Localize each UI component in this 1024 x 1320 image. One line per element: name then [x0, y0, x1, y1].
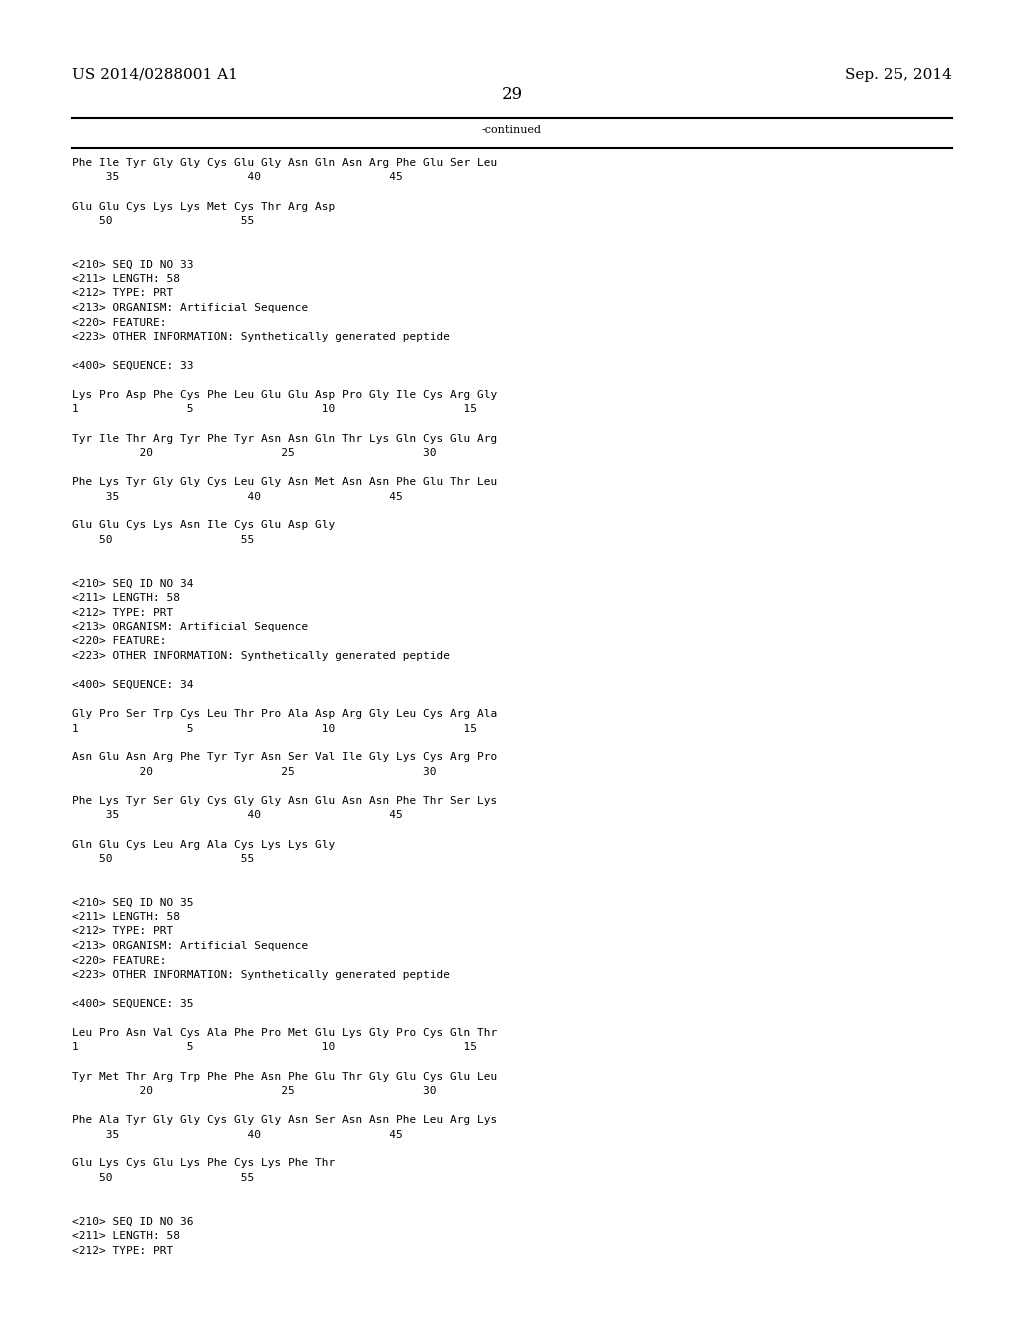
Text: <212> TYPE: PRT: <212> TYPE: PRT [72, 289, 173, 298]
Text: <210> SEQ ID NO 36: <210> SEQ ID NO 36 [72, 1217, 194, 1226]
Text: 50                   55: 50 55 [72, 535, 254, 545]
Text: Tyr Ile Thr Arg Tyr Phe Tyr Asn Asn Gln Thr Lys Gln Cys Glu Arg: Tyr Ile Thr Arg Tyr Phe Tyr Asn Asn Gln … [72, 433, 498, 444]
Text: Phe Ile Tyr Gly Gly Cys Glu Gly Asn Gln Asn Arg Phe Glu Ser Leu: Phe Ile Tyr Gly Gly Cys Glu Gly Asn Gln … [72, 158, 498, 168]
Text: Glu Glu Cys Lys Asn Ile Cys Glu Asp Gly: Glu Glu Cys Lys Asn Ile Cys Glu Asp Gly [72, 520, 335, 531]
Text: Gly Pro Ser Trp Cys Leu Thr Pro Ala Asp Arg Gly Leu Cys Arg Ala: Gly Pro Ser Trp Cys Leu Thr Pro Ala Asp … [72, 709, 498, 719]
Text: <210> SEQ ID NO 35: <210> SEQ ID NO 35 [72, 898, 194, 908]
Text: <213> ORGANISM: Artificial Sequence: <213> ORGANISM: Artificial Sequence [72, 304, 308, 313]
Text: Glu Lys Cys Glu Lys Phe Cys Lys Phe Thr: Glu Lys Cys Glu Lys Phe Cys Lys Phe Thr [72, 1159, 335, 1168]
Text: <220> FEATURE:: <220> FEATURE: [72, 318, 167, 327]
Text: <211> LENGTH: 58: <211> LENGTH: 58 [72, 912, 180, 921]
Text: <212> TYPE: PRT: <212> TYPE: PRT [72, 607, 173, 618]
Text: 1                5                   10                   15: 1 5 10 15 [72, 1043, 477, 1052]
Text: Phe Ala Tyr Gly Gly Cys Gly Gly Asn Ser Asn Asn Phe Leu Arg Lys: Phe Ala Tyr Gly Gly Cys Gly Gly Asn Ser … [72, 1115, 498, 1125]
Text: <210> SEQ ID NO 33: <210> SEQ ID NO 33 [72, 260, 194, 269]
Text: 1                5                   10                   15: 1 5 10 15 [72, 723, 477, 734]
Text: <210> SEQ ID NO 34: <210> SEQ ID NO 34 [72, 578, 194, 589]
Text: Sep. 25, 2014: Sep. 25, 2014 [845, 69, 952, 82]
Text: Leu Pro Asn Val Cys Ala Phe Pro Met Glu Lys Gly Pro Cys Gln Thr: Leu Pro Asn Val Cys Ala Phe Pro Met Glu … [72, 1028, 498, 1038]
Text: <211> LENGTH: 58: <211> LENGTH: 58 [72, 593, 180, 603]
Text: <400> SEQUENCE: 33: <400> SEQUENCE: 33 [72, 360, 194, 371]
Text: Gln Glu Cys Leu Arg Ala Cys Lys Lys Gly: Gln Glu Cys Leu Arg Ala Cys Lys Lys Gly [72, 840, 335, 850]
Text: Glu Glu Cys Lys Lys Met Cys Thr Arg Asp: Glu Glu Cys Lys Lys Met Cys Thr Arg Asp [72, 202, 335, 211]
Text: 20                   25                   30: 20 25 30 [72, 447, 436, 458]
Text: <223> OTHER INFORMATION: Synthetically generated peptide: <223> OTHER INFORMATION: Synthetically g… [72, 970, 450, 979]
Text: 1                5                   10                   15: 1 5 10 15 [72, 404, 477, 414]
Text: Phe Lys Tyr Ser Gly Cys Gly Gly Asn Glu Asn Asn Phe Thr Ser Lys: Phe Lys Tyr Ser Gly Cys Gly Gly Asn Glu … [72, 796, 498, 807]
Text: <212> TYPE: PRT: <212> TYPE: PRT [72, 927, 173, 936]
Text: <213> ORGANISM: Artificial Sequence: <213> ORGANISM: Artificial Sequence [72, 941, 308, 950]
Text: 20                   25                   30: 20 25 30 [72, 1086, 436, 1096]
Text: Asn Glu Asn Arg Phe Tyr Tyr Asn Ser Val Ile Gly Lys Cys Arg Pro: Asn Glu Asn Arg Phe Tyr Tyr Asn Ser Val … [72, 752, 498, 763]
Text: 29: 29 [502, 86, 522, 103]
Text: <211> LENGTH: 58: <211> LENGTH: 58 [72, 1232, 180, 1241]
Text: 35                   40                   45: 35 40 45 [72, 1130, 402, 1139]
Text: 50                   55: 50 55 [72, 216, 254, 226]
Text: 35                   40                   45: 35 40 45 [72, 173, 402, 182]
Text: 50                   55: 50 55 [72, 1173, 254, 1183]
Text: <213> ORGANISM: Artificial Sequence: <213> ORGANISM: Artificial Sequence [72, 622, 308, 632]
Text: 50                   55: 50 55 [72, 854, 254, 865]
Text: <211> LENGTH: 58: <211> LENGTH: 58 [72, 275, 180, 284]
Text: <400> SEQUENCE: 35: <400> SEQUENCE: 35 [72, 999, 194, 1008]
Text: 20                   25                   30: 20 25 30 [72, 767, 436, 777]
Text: <223> OTHER INFORMATION: Synthetically generated peptide: <223> OTHER INFORMATION: Synthetically g… [72, 651, 450, 661]
Text: 35                   40                   45: 35 40 45 [72, 810, 402, 821]
Text: -continued: -continued [482, 125, 542, 135]
Text: <220> FEATURE:: <220> FEATURE: [72, 636, 167, 647]
Text: <220> FEATURE:: <220> FEATURE: [72, 956, 167, 965]
Text: <223> OTHER INFORMATION: Synthetically generated peptide: <223> OTHER INFORMATION: Synthetically g… [72, 333, 450, 342]
Text: <212> TYPE: PRT: <212> TYPE: PRT [72, 1246, 173, 1255]
Text: <400> SEQUENCE: 34: <400> SEQUENCE: 34 [72, 680, 194, 690]
Text: US 2014/0288001 A1: US 2014/0288001 A1 [72, 69, 238, 82]
Text: Lys Pro Asp Phe Cys Phe Leu Glu Glu Asp Pro Gly Ile Cys Arg Gly: Lys Pro Asp Phe Cys Phe Leu Glu Glu Asp … [72, 389, 498, 400]
Text: Tyr Met Thr Arg Trp Phe Phe Asn Phe Glu Thr Gly Glu Cys Glu Leu: Tyr Met Thr Arg Trp Phe Phe Asn Phe Glu … [72, 1072, 498, 1081]
Text: Phe Lys Tyr Gly Gly Cys Leu Gly Asn Met Asn Asn Phe Glu Thr Leu: Phe Lys Tyr Gly Gly Cys Leu Gly Asn Met … [72, 477, 498, 487]
Text: 35                   40                   45: 35 40 45 [72, 491, 402, 502]
